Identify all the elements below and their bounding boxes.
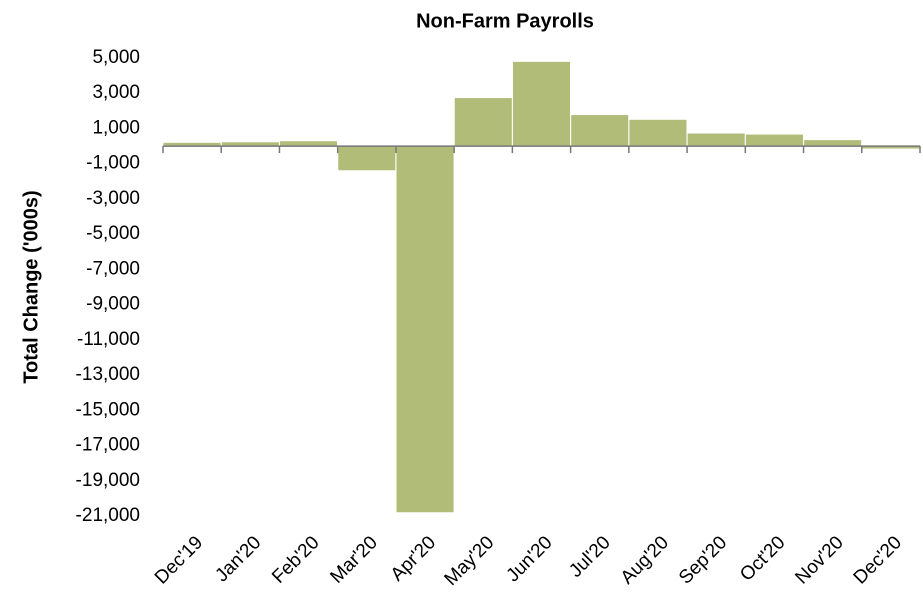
- y-tick-label: -11,000: [77, 329, 140, 350]
- y-axis-title: Total Change ('000s): [20, 190, 42, 383]
- bar: [338, 146, 396, 171]
- bar: [512, 61, 571, 147]
- x-tick-label: Nov'20: [791, 532, 847, 588]
- y-tick-label: -15,000: [76, 399, 140, 420]
- y-tick-label: -19,000: [76, 470, 140, 491]
- bar: [629, 119, 687, 147]
- x-tick-label: Feb'20: [268, 532, 324, 588]
- bar: [454, 98, 512, 147]
- bar: [804, 140, 862, 147]
- x-tick-label: Dec'20: [850, 532, 906, 588]
- y-tick-label: -9,000: [86, 294, 140, 315]
- x-tick-label: Jul'20: [565, 532, 615, 582]
- x-tick-label: Oct'20: [736, 532, 789, 585]
- y-tick-label: -21,000: [76, 505, 140, 526]
- bar: [687, 133, 745, 147]
- bar: [221, 142, 279, 147]
- y-tick-label: 5,000: [92, 47, 140, 68]
- x-tick-label: Apr'20: [387, 532, 440, 585]
- bar: [745, 134, 803, 147]
- y-tick-label: 3,000: [92, 82, 140, 103]
- y-tick-label: 1,000: [92, 117, 140, 138]
- bar: [280, 141, 338, 147]
- x-tick-label: Mar'20: [326, 532, 381, 587]
- bar: [396, 146, 454, 513]
- bar: [571, 115, 629, 147]
- y-tick-label: -5,000: [86, 223, 140, 244]
- bar: [862, 146, 920, 149]
- x-tick-label: May'20: [441, 532, 499, 590]
- x-tick-label: Jan'20: [211, 532, 265, 586]
- x-tick-label: Jun'20: [503, 532, 557, 586]
- chart-title: Non-Farm Payrolls: [416, 10, 594, 32]
- x-tick-label: Sep'20: [675, 532, 731, 588]
- bar: [163, 142, 221, 147]
- y-tick-label: -13,000: [76, 364, 140, 385]
- y-tick-label: -17,000: [76, 435, 140, 456]
- y-tick-label: -7,000: [86, 258, 140, 279]
- x-tick-label: Dec'19: [151, 532, 207, 588]
- y-tick-label: -1,000: [86, 153, 140, 174]
- y-tick-label: -3,000: [86, 188, 140, 209]
- x-tick-label: Aug'20: [617, 532, 673, 588]
